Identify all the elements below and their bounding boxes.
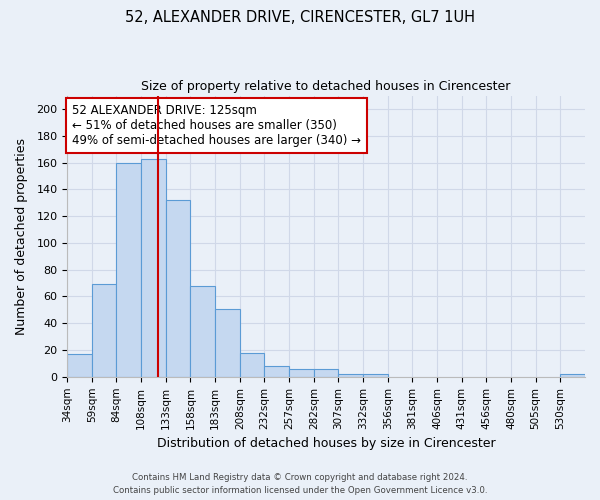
Bar: [67, 354, 92, 377]
Bar: [166, 200, 190, 377]
Bar: [314, 369, 338, 377]
Bar: [141, 158, 166, 377]
X-axis label: Distribution of detached houses by size in Cirencester: Distribution of detached houses by size …: [157, 437, 496, 450]
Text: Contains HM Land Registry data © Crown copyright and database right 2024.
Contai: Contains HM Land Registry data © Crown c…: [113, 474, 487, 495]
Bar: [92, 284, 116, 377]
Bar: [265, 366, 289, 377]
Text: 52 ALEXANDER DRIVE: 125sqm
← 51% of detached houses are smaller (350)
49% of sem: 52 ALEXANDER DRIVE: 125sqm ← 51% of deta…: [73, 104, 361, 147]
Bar: [289, 369, 314, 377]
Text: 52, ALEXANDER DRIVE, CIRENCESTER, GL7 1UH: 52, ALEXANDER DRIVE, CIRENCESTER, GL7 1U…: [125, 10, 475, 25]
Bar: [560, 374, 585, 377]
Title: Size of property relative to detached houses in Cirencester: Size of property relative to detached ho…: [142, 80, 511, 93]
Bar: [363, 374, 388, 377]
Bar: [190, 286, 215, 377]
Bar: [240, 352, 265, 377]
Y-axis label: Number of detached properties: Number of detached properties: [15, 138, 28, 334]
Bar: [215, 308, 240, 377]
Bar: [116, 162, 141, 377]
Bar: [338, 374, 363, 377]
